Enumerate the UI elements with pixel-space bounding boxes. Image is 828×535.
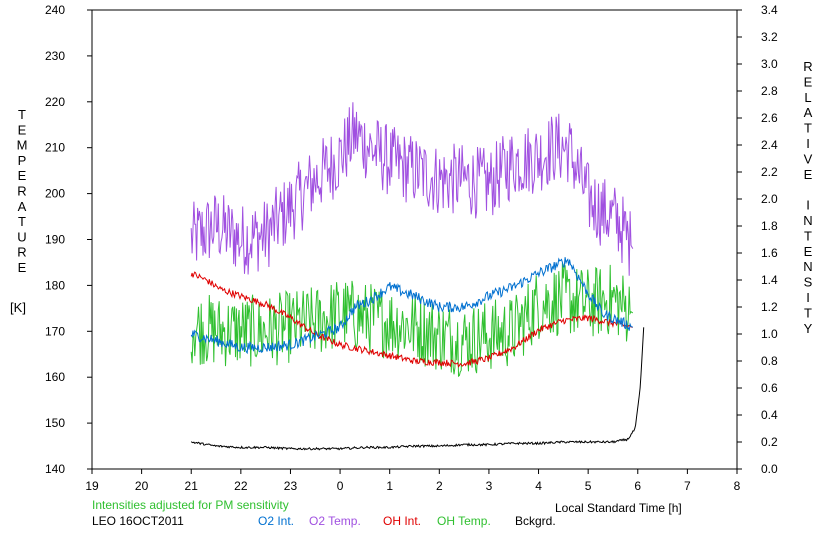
- y-right-tick-label: 2.6: [761, 111, 778, 125]
- y-right-tick-label: 2.4: [761, 138, 778, 152]
- y-left-label-letter: T: [18, 214, 26, 229]
- y-left-tick-label: 230: [45, 49, 65, 63]
- x-tick-label: 0: [337, 479, 344, 493]
- y-left-tick-label: 210: [45, 141, 65, 155]
- x-tick-label: 3: [486, 479, 493, 493]
- x-tick-label: 21: [185, 479, 199, 493]
- x-axis-label: Local Standard Time [h]: [555, 501, 682, 515]
- series-line-bckgrd: [190, 327, 645, 451]
- y-left-tick-label: 140: [45, 462, 65, 476]
- y-left-label-letter: A: [18, 199, 27, 214]
- y-right-label-letter: I: [806, 198, 810, 213]
- y-right-tick-label: 0.4: [761, 408, 778, 422]
- y-left-tick-label: 160: [45, 370, 65, 384]
- y-left-label-letter: R: [17, 184, 26, 199]
- y-right-tick-label: 0.8: [761, 354, 778, 368]
- series-lines: [190, 102, 645, 451]
- y-left-label-letter: U: [17, 229, 26, 244]
- x-tick-label: 23: [284, 479, 298, 493]
- series-line-o2-temp: [190, 102, 634, 276]
- y-right-tick-label: 1.4: [761, 273, 778, 287]
- y-right-tick-label: 1.2: [761, 300, 778, 314]
- y-left-label-letter: T: [18, 107, 26, 122]
- legend-oh-int: OH Int.: [383, 514, 421, 528]
- x-tick-label: 1: [386, 479, 393, 493]
- y-left-tick-label: 220: [45, 95, 65, 109]
- y-right-tick-label: 0.0: [761, 462, 778, 476]
- x-tick-label: 7: [684, 479, 691, 493]
- x-tick-label: 19: [85, 479, 99, 493]
- y-left-label-letter: E: [18, 260, 27, 275]
- y-right-tick-label: 2.2: [761, 165, 778, 179]
- x-tick-label: 5: [585, 479, 592, 493]
- y-axis-left: 140 150 160 170 180 190 200 210 220 230 240: [45, 3, 92, 476]
- legend-oh-temp: OH Temp.: [437, 514, 491, 528]
- y-axis-right: 0.0 0.2 0.4 0.6 0.8 1.0 1.2 1.4 1.6 1.8 2.0 2.2 2.4 2…: [737, 3, 778, 476]
- station-label: LEO 16OCT2011: [92, 514, 184, 528]
- x-tick-label: 2: [436, 479, 443, 493]
- series-line-oh-int: [190, 271, 633, 368]
- y-right-label-letter: E: [804, 244, 813, 259]
- x-tick-label: 20: [135, 479, 149, 493]
- legend-o2-temp: O2 Temp.: [309, 514, 361, 528]
- series-line-oh-temp: [190, 262, 634, 378]
- y-right-tick-label: 2.0: [761, 192, 778, 206]
- x-tick-label: 4: [535, 479, 542, 493]
- plot-frame: [91, 9, 738, 470]
- y-axis-left-unit: [K]: [10, 300, 26, 315]
- y-right-tick-label: 2.8: [761, 84, 778, 98]
- legend-o2-int: O2 Int.: [258, 514, 294, 528]
- y-left-label-letter: P: [18, 153, 27, 168]
- y-right-label-letter: T: [804, 121, 812, 136]
- y-right-tick-label: 1.8: [761, 219, 778, 233]
- y-left-label-letter: M: [17, 138, 28, 153]
- y-right-label-letter: I: [806, 290, 810, 305]
- y-left-label-letter: E: [18, 122, 27, 137]
- legend-bckgrd: Bckgrd.: [515, 514, 556, 528]
- y-right-label-letter: T: [804, 228, 812, 243]
- y-right-tick-label: 0.6: [761, 381, 778, 395]
- y-left-tick-label: 180: [45, 278, 65, 292]
- y-right-label-letter: N: [803, 259, 812, 274]
- y-right-label-letter: V: [804, 151, 813, 166]
- y-right-label-letter: E: [804, 74, 813, 89]
- y-left-tick-label: 170: [45, 324, 65, 338]
- y-right-label-letter: S: [804, 275, 813, 290]
- y-right-label-letter: R: [803, 59, 812, 74]
- y-left-tick-label: 190: [45, 233, 65, 247]
- y-right-label-letter: Y: [804, 321, 813, 336]
- y-right-tick-label: 0.2: [761, 435, 778, 449]
- y-right-tick-label: 3.2: [761, 30, 778, 44]
- y-right-label-letter: N: [803, 213, 812, 228]
- y-right-label-letter: L: [804, 90, 811, 105]
- y-right-tick-label: 3.0: [761, 57, 778, 71]
- x-tick-label: 6: [634, 479, 641, 493]
- y-right-label-letter: E: [804, 167, 813, 182]
- y-right-label-letter: T: [804, 305, 812, 320]
- y-right-label-letter: A: [804, 105, 813, 120]
- y-right-tick-label: 1.6: [761, 246, 778, 260]
- y-left-tick-label: 150: [45, 416, 65, 430]
- y-right-label-letter: I: [806, 136, 810, 151]
- x-tick-label: 22: [234, 479, 248, 493]
- series-line-o2-int: [190, 257, 634, 355]
- y-left-tick-label: 240: [45, 3, 65, 17]
- sensitivity-note: Intensities adjusted for PM sensitivity: [92, 498, 289, 512]
- x-tick-label: 8: [734, 479, 741, 493]
- y-left-tick-label: 200: [45, 187, 65, 201]
- y-left-label-letter: E: [18, 168, 27, 183]
- y-right-tick-label: 3.4: [761, 3, 778, 17]
- y-left-label-letter: R: [17, 245, 26, 260]
- y-right-tick-label: 1.0: [761, 327, 778, 341]
- x-axis: 19 20 21 22 23 0 1 2 3 4 5 6 7 8: [85, 469, 741, 493]
